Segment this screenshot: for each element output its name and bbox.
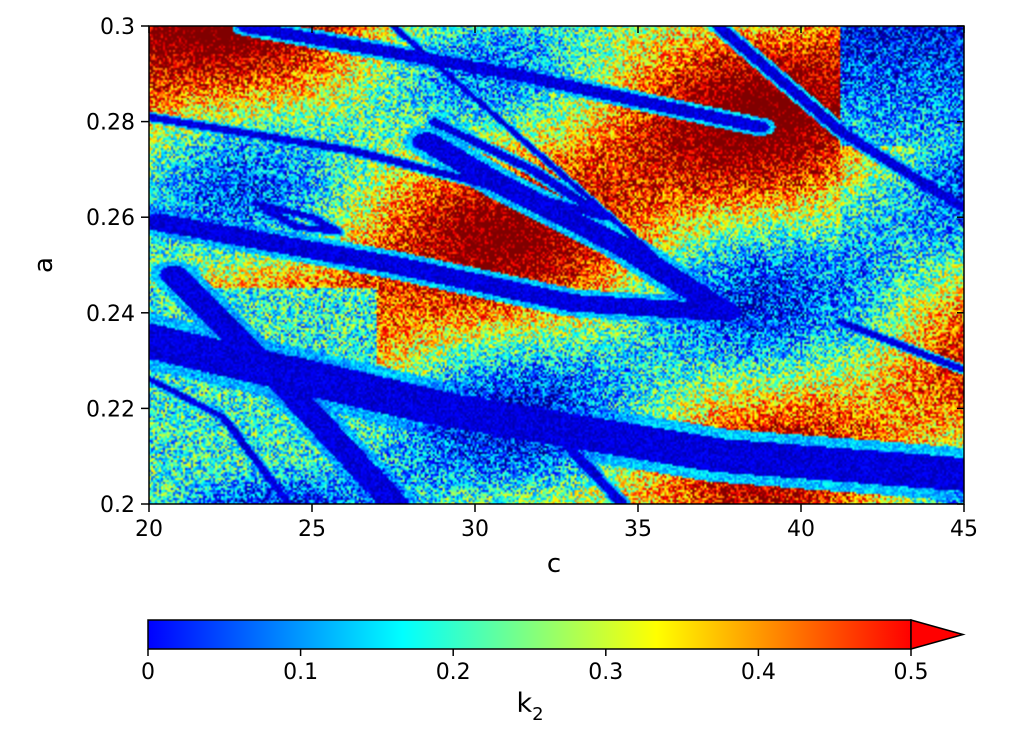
x-axis: 20 25 30 35 40 45 [135,26,978,542]
x-tick-label: 20 [135,517,163,542]
x-tick-label: 25 [298,517,326,542]
colorbar-label-subscript: 2 [532,704,543,725]
colorbar-ticks: 0 0.1 0.2 0.3 0.4 0.5 [141,649,929,685]
colorbar-tick-label: 0 [141,660,155,685]
colorbar-gradient [147,619,912,650]
x-axis-label: c [547,549,561,579]
colorbar-extend-arrow [910,619,966,650]
y-tick-label: 0.28 [86,111,135,136]
colorbar-tick-label: 0.3 [588,660,623,685]
y-tick-label: 0.26 [86,206,135,231]
y-tick-label: 0.2 [100,493,135,518]
colorbar-tick-label: 0.1 [283,660,318,685]
x-tick-label: 30 [461,517,489,542]
x-tick-label: 40 [787,517,815,542]
colorbar-label: k2 [516,688,543,725]
colorbar-tick-label: 0.2 [436,660,471,685]
colorbar: 0 0.1 0.2 0.3 0.4 0.5 k2 [141,619,966,725]
heatmap-plot [148,25,965,505]
y-tick-label: 0.24 [86,302,135,327]
colorbar-label-base: k [516,688,532,719]
plot-frame [148,25,965,505]
x-tick-label: 35 [624,517,652,542]
y-axis-label: a [29,257,59,273]
colorbar-tick-label: 0.4 [741,660,776,685]
y-axis: 0.2 0.22 0.24 0.26 0.28 0.3 [86,15,964,518]
y-tick-label: 0.3 [100,15,135,40]
heatmap-image [149,26,964,504]
x-tick-label: 45 [950,517,978,542]
colorbar-tick-label: 0.5 [894,660,929,685]
y-tick-label: 0.22 [86,397,135,422]
